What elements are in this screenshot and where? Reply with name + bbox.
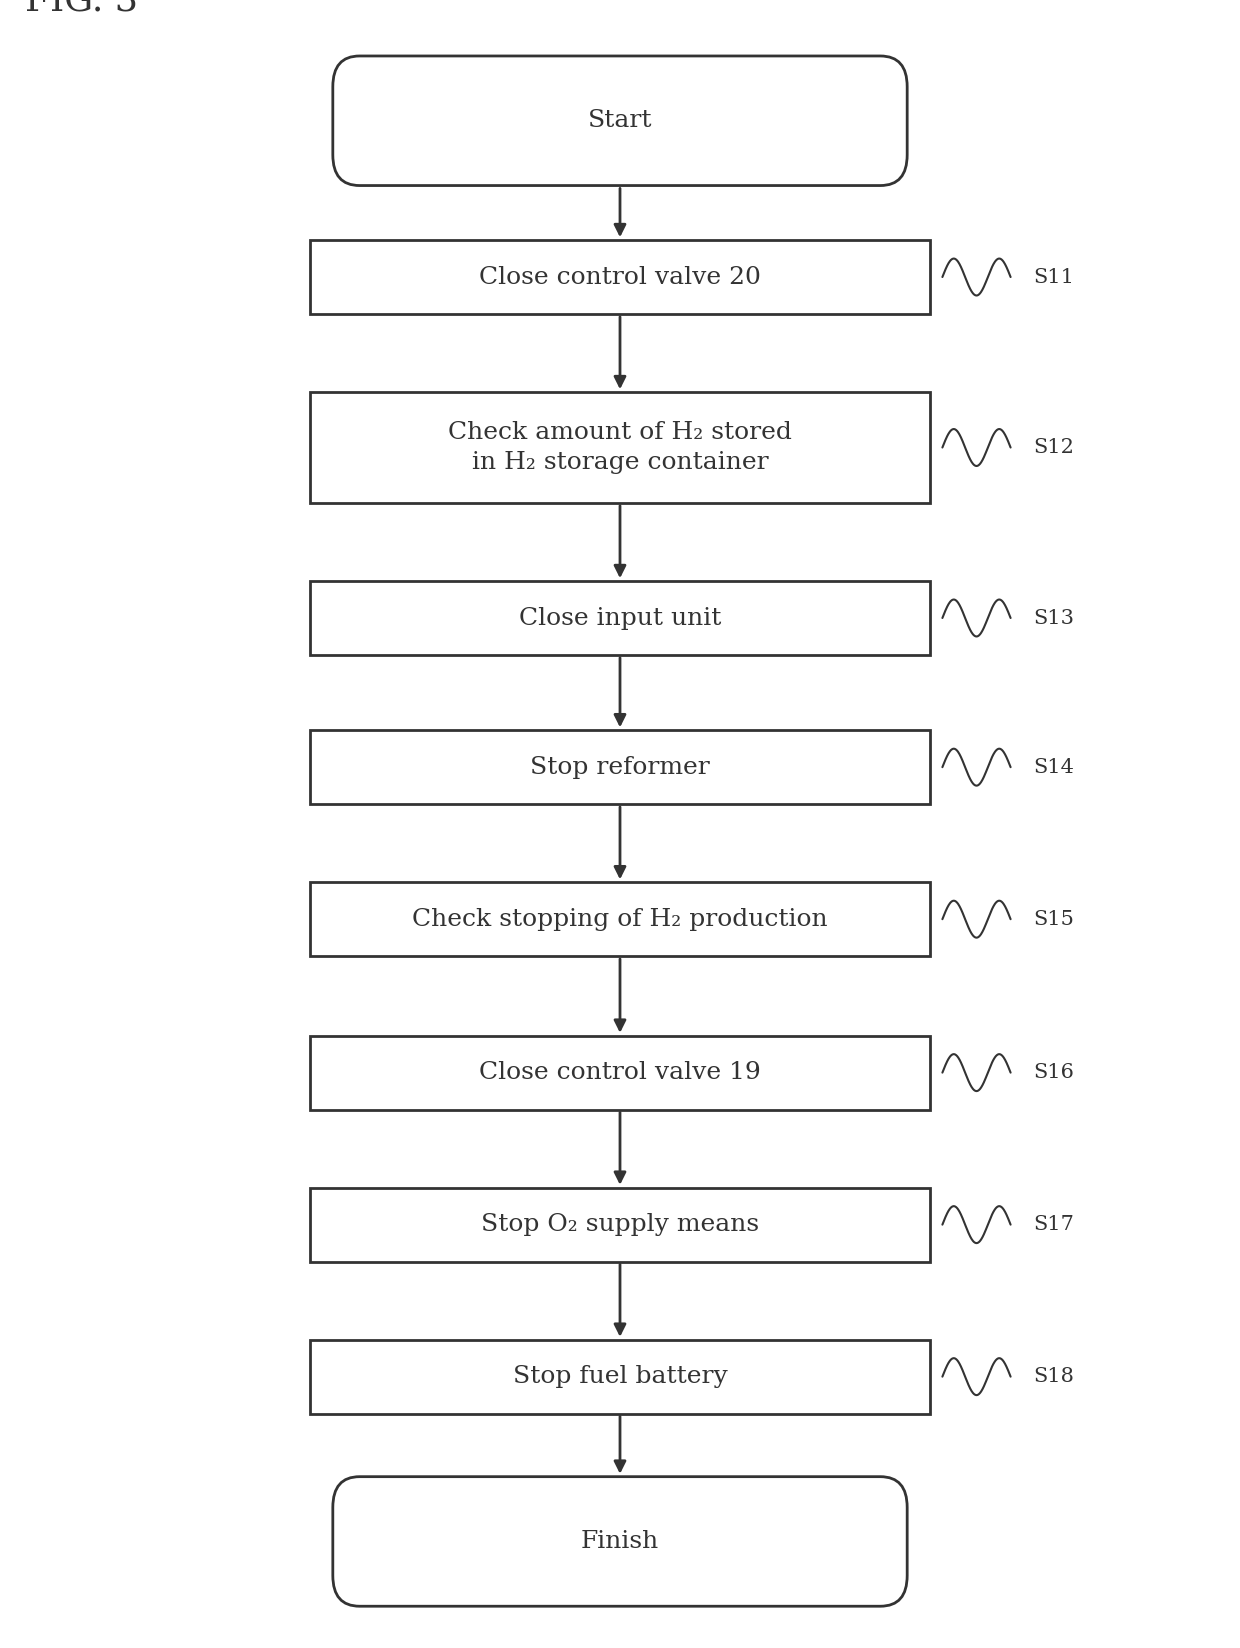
Text: S12: S12 — [1033, 438, 1074, 456]
Text: Close control valve 19: Close control valve 19 — [479, 1061, 761, 1084]
Text: S11: S11 — [1033, 267, 1074, 287]
Text: Stop reformer: Stop reformer — [531, 756, 709, 778]
Text: S13: S13 — [1033, 608, 1074, 628]
Text: S15: S15 — [1033, 910, 1074, 929]
Text: Finish: Finish — [580, 1529, 660, 1552]
Bar — [310, 1035, 930, 1109]
Bar — [310, 882, 930, 956]
Text: Check stopping of H₂ production: Check stopping of H₂ production — [412, 908, 828, 931]
FancyBboxPatch shape — [332, 1477, 908, 1607]
Text: Stop O₂ supply means: Stop O₂ supply means — [481, 1213, 759, 1236]
Text: S14: S14 — [1033, 758, 1074, 776]
Text: Close input unit: Close input unit — [518, 606, 722, 630]
Bar — [310, 1188, 930, 1262]
Text: Start: Start — [588, 109, 652, 132]
Text: FIG. 3: FIG. 3 — [25, 0, 138, 18]
Text: S16: S16 — [1033, 1063, 1074, 1083]
Text: Check amount of H₂ stored
in H₂ storage container: Check amount of H₂ stored in H₂ storage … — [448, 422, 792, 473]
Text: S18: S18 — [1033, 1368, 1074, 1386]
Bar — [310, 582, 930, 654]
Text: S17: S17 — [1033, 1215, 1074, 1234]
Text: Close control valve 20: Close control valve 20 — [479, 265, 761, 288]
Bar — [310, 392, 930, 503]
Bar — [310, 1340, 930, 1414]
Text: Stop fuel battery: Stop fuel battery — [512, 1365, 728, 1388]
FancyBboxPatch shape — [332, 56, 908, 186]
Bar — [310, 730, 930, 804]
Bar — [310, 241, 930, 315]
